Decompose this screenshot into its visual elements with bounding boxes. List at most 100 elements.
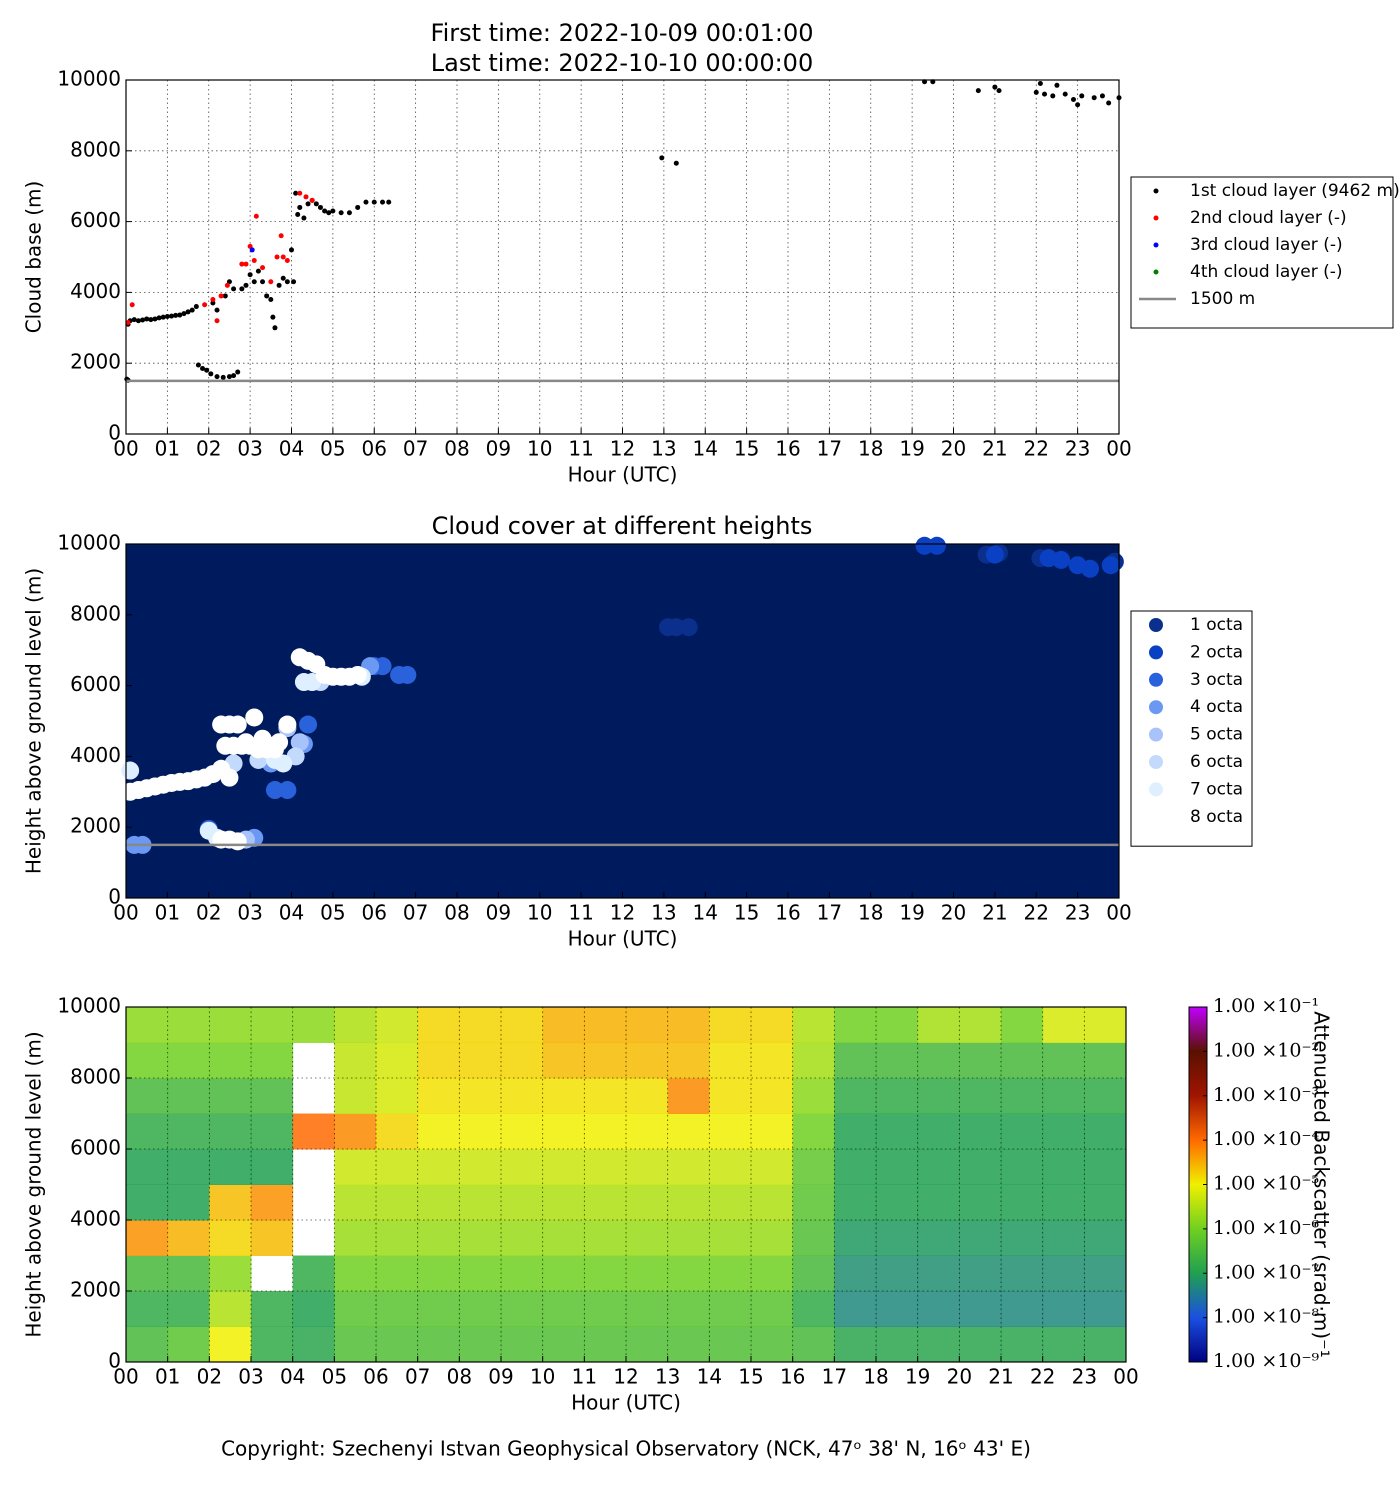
heatmap-cell bbox=[876, 1220, 919, 1256]
y-tick-label: 0 bbox=[108, 1349, 121, 1373]
x-tick-label: 13 bbox=[655, 1365, 680, 1389]
legend-marker bbox=[1153, 188, 1159, 194]
heatmap-cell bbox=[251, 1078, 294, 1114]
x-tick-label: 14 bbox=[693, 437, 718, 461]
x-tick-label: 03 bbox=[237, 901, 262, 925]
data-point bbox=[278, 781, 297, 800]
heatmap-cell bbox=[251, 1184, 294, 1221]
data-point bbox=[1050, 93, 1056, 99]
x-tick-label: 21 bbox=[982, 901, 1007, 925]
heatmap-cell bbox=[459, 1078, 502, 1114]
heatmap-cell bbox=[751, 1042, 794, 1079]
data-point bbox=[667, 618, 686, 637]
data-point bbox=[243, 282, 249, 288]
data-point bbox=[992, 84, 998, 90]
heatmap-cell bbox=[667, 1042, 710, 1079]
heatmap-cell bbox=[417, 1078, 460, 1114]
y-tick-label: 0 bbox=[108, 885, 121, 909]
data-point bbox=[1106, 100, 1112, 106]
y-tick-label: 6000 bbox=[70, 208, 121, 232]
heatmap-cell bbox=[709, 1149, 752, 1185]
heatmap-cell bbox=[709, 1255, 752, 1292]
x-tick-label: 10 bbox=[527, 901, 552, 925]
data-point bbox=[284, 258, 290, 264]
data-point bbox=[214, 318, 220, 324]
colorbar-tick-label: 1.00 ×10⁻¹ bbox=[1213, 995, 1319, 1017]
heatmap-cell bbox=[501, 1113, 544, 1150]
y-tick-label: 6000 bbox=[70, 672, 121, 696]
x-tick-label: 00 bbox=[1106, 901, 1131, 925]
data-point bbox=[927, 536, 946, 555]
heatmap-cell bbox=[917, 1184, 960, 1221]
heatmap-cell bbox=[417, 1149, 460, 1185]
data-point bbox=[274, 754, 293, 773]
heatmap-cell bbox=[542, 1255, 585, 1292]
data-point bbox=[398, 665, 417, 684]
heatmap-cell bbox=[917, 1007, 960, 1043]
heatmap-cell bbox=[959, 1326, 1002, 1363]
legend-label: 4th cloud layer (-) bbox=[1190, 262, 1343, 282]
heatmap-cell bbox=[626, 1255, 669, 1292]
heatmap-cell bbox=[709, 1326, 752, 1363]
heatmap-cell bbox=[459, 1326, 502, 1363]
x-tick-label: 07 bbox=[403, 437, 428, 461]
heatmap-cell bbox=[542, 1007, 585, 1043]
heatmap-cell bbox=[417, 1255, 460, 1292]
heatmap-cell bbox=[792, 1078, 835, 1114]
data-point bbox=[148, 317, 154, 323]
colorbar-tick-label: 1.00 ×10⁻⁹ bbox=[1213, 1350, 1319, 1372]
heatmap-cell bbox=[459, 1184, 502, 1221]
heatmap-cell bbox=[626, 1149, 669, 1185]
data-point bbox=[169, 313, 175, 319]
colorbar-tick-label: 1.00 ×10⁻⁸ bbox=[1213, 1306, 1319, 1328]
chart-title: First time: 2022-10-09 00:01:00 bbox=[431, 19, 814, 47]
data-point bbox=[1075, 102, 1081, 108]
heatmap-cell bbox=[667, 1255, 710, 1292]
heatmap-cell bbox=[1042, 1291, 1085, 1327]
x-tick-label: 16 bbox=[780, 1365, 805, 1389]
heatmap-cell bbox=[792, 1220, 835, 1256]
x-tick-label: 21 bbox=[982, 437, 1007, 461]
data-point bbox=[338, 210, 344, 216]
x-tick-label: 20 bbox=[941, 901, 966, 925]
y-tick-label: 8000 bbox=[70, 601, 121, 625]
heatmap-cell bbox=[334, 1255, 377, 1292]
data-point bbox=[276, 282, 282, 288]
heatmap-cell bbox=[126, 1078, 169, 1114]
heatmap-cell bbox=[459, 1149, 502, 1185]
data-point bbox=[679, 618, 698, 637]
heatmap-cell bbox=[667, 1007, 710, 1043]
heatmap-cell bbox=[584, 1326, 627, 1363]
data-point bbox=[996, 88, 1002, 94]
data-point bbox=[371, 199, 377, 205]
data-point bbox=[975, 88, 981, 94]
colorbar-tick-label: 1.00 ×10⁻⁴ bbox=[1213, 1128, 1319, 1150]
heatmap-cell bbox=[667, 1220, 710, 1256]
heatmap-cell bbox=[959, 1255, 1002, 1292]
data-point bbox=[218, 293, 224, 299]
chart-title: Cloud cover at different heights bbox=[432, 512, 813, 540]
heatmap-cell bbox=[751, 1326, 794, 1363]
x-tick-label: 04 bbox=[279, 901, 304, 925]
heatmap-cell bbox=[792, 1255, 835, 1292]
data-point bbox=[228, 832, 247, 851]
data-point bbox=[268, 279, 274, 285]
data-point bbox=[659, 155, 665, 161]
heatmap-cell bbox=[1084, 1078, 1127, 1114]
legend-marker bbox=[1153, 242, 1159, 248]
x-tick-label: 03 bbox=[237, 437, 262, 461]
heatmap-cell bbox=[792, 1184, 835, 1221]
x-tick-label: 23 bbox=[1065, 901, 1090, 925]
heatmap-cell bbox=[1001, 1078, 1044, 1114]
heatmap-cell bbox=[792, 1326, 835, 1363]
heatmap-cell bbox=[792, 1042, 835, 1079]
data-point bbox=[272, 325, 278, 331]
heatmap-cell bbox=[292, 1255, 335, 1292]
x-tick-label: 14 bbox=[693, 901, 718, 925]
heatmap-cell bbox=[1001, 1007, 1044, 1043]
data-point bbox=[185, 309, 191, 315]
x-tick-label: 09 bbox=[488, 1365, 513, 1389]
heatmap-cell bbox=[126, 1007, 169, 1043]
heatmap-cell bbox=[167, 1007, 210, 1043]
